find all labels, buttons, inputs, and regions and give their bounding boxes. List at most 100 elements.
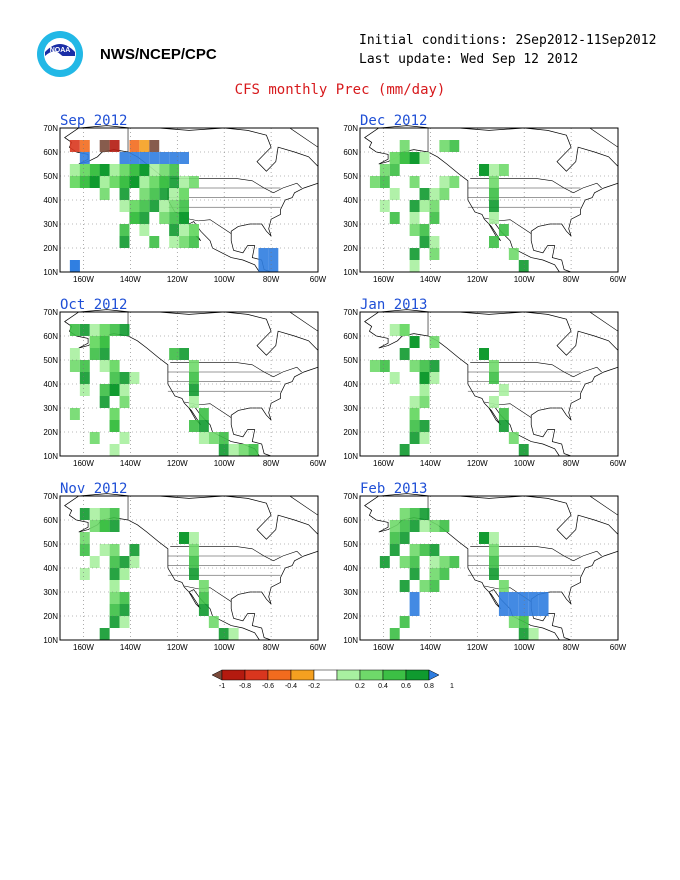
anomaly-cell (489, 188, 499, 200)
lat-tick-label: 60N (43, 332, 58, 341)
anomaly-cell (89, 164, 100, 176)
anomaly-cell (449, 556, 460, 568)
anomaly-cell (489, 544, 499, 556)
anomaly-cell (409, 152, 420, 164)
anomaly-cell (179, 188, 189, 200)
precip-map: 70N 60N 50N 40N 30N 20N 10N 160W 140W 120W 100W 80W… (343, 308, 627, 468)
lon-tick-label: 80W (563, 643, 580, 652)
anomaly-cell (409, 224, 420, 236)
lon-tick-label: 60W (610, 459, 627, 468)
anomaly-cell (429, 236, 440, 248)
anomaly-cell (179, 152, 189, 164)
anomaly-cell (89, 508, 100, 520)
map-frame (359, 127, 619, 273)
anomaly-cell (498, 408, 509, 420)
anomaly-cell (189, 420, 199, 432)
anomaly-cell (218, 628, 229, 640)
anomaly-cell (419, 544, 430, 556)
anomaly-cell (99, 188, 110, 200)
anomaly-cell (379, 200, 390, 212)
anomaly-cell (149, 200, 160, 212)
lat-tick-label: 10N (43, 452, 58, 461)
anomaly-cell (169, 200, 180, 212)
anomaly-cell (109, 520, 120, 532)
anomaly-cell (99, 396, 110, 408)
lat-tick-label: 10N (343, 452, 358, 461)
anomaly-cell (498, 604, 509, 616)
lon-tick-label: 60W (610, 275, 627, 284)
anomaly-cell (169, 348, 180, 360)
us-canada-border (170, 178, 302, 194)
lat-tick-label: 30N (43, 588, 58, 597)
lat-tick-label: 50N (43, 356, 58, 365)
legend-label: -0.6 (262, 683, 274, 690)
anomaly-cell (149, 140, 160, 152)
anomaly-cell (268, 260, 279, 272)
anomaly-cell (169, 188, 180, 200)
anomaly-cell (228, 628, 239, 640)
anomaly-cell (179, 224, 189, 236)
anomaly-cell (518, 628, 529, 640)
anomaly-cell (99, 336, 110, 348)
anomaly-cell (139, 140, 150, 152)
anomaly-cell (198, 420, 209, 432)
anomaly-cell (439, 520, 450, 532)
anomaly-cell (518, 260, 529, 272)
lon-tick-label: 160W (73, 459, 94, 468)
anomaly-cell (409, 568, 420, 580)
anomaly-cell (79, 544, 90, 556)
anomaly-cell (518, 604, 529, 616)
panel-feb-2013: Feb 2013 70N 60N 50N 40N 30N 20N 10N 160W 140W 12… (330, 481, 630, 671)
anomaly-cell (518, 444, 529, 456)
panel-title: Sep 2012 (60, 113, 128, 129)
anomaly-cell (419, 432, 430, 444)
anomaly-cell (419, 580, 430, 592)
lon-tick-label: 120W (167, 643, 188, 652)
panel-jan-2013: Jan 2013 70N 60N 50N 40N 30N 20N 10N 160W 140W 12… (330, 297, 630, 487)
legend-label: -0.4 (285, 683, 297, 690)
anomaly-cell (99, 384, 110, 396)
anomaly-cell (489, 556, 499, 568)
anomaly-cell (89, 348, 100, 360)
lon-tick-label: 120W (167, 275, 188, 284)
org-label: NWS/NCEP/CPC (100, 46, 217, 63)
lat-tick-label: 60N (343, 516, 358, 525)
anomaly-cell (179, 348, 189, 360)
anomaly-cell (139, 188, 150, 200)
anomaly-cell (389, 532, 400, 544)
anomaly-cell (389, 164, 400, 176)
anomaly-cell (489, 396, 499, 408)
anomaly-cell (99, 324, 110, 336)
anomaly-cell (189, 396, 199, 408)
anomaly-cell (409, 508, 420, 520)
anomaly-cell (99, 140, 110, 152)
lat-tick-label: 50N (343, 356, 358, 365)
anomaly-cell (409, 360, 420, 372)
map-frame (359, 311, 619, 457)
anomaly-cell (139, 176, 150, 188)
anomaly-cell (489, 372, 499, 384)
anomaly-cell (99, 348, 110, 360)
anomaly-cell (139, 152, 150, 164)
anomaly-cell (518, 592, 529, 604)
lon-tick-label: 80W (263, 275, 280, 284)
lat-tick-label: 10N (43, 268, 58, 277)
anomaly-cell (429, 188, 440, 200)
anomaly-cell (409, 248, 420, 260)
panel-nov-2012: Nov 2012 70N 60N 50N 40N 30N 20N 10N 160W 140W 12… (30, 481, 330, 671)
legend-swatch (267, 669, 292, 681)
us-canada-border (170, 362, 302, 378)
anomaly-cell (528, 592, 539, 604)
anomaly-cell (169, 224, 180, 236)
anomaly-cell (208, 432, 219, 444)
anomaly-cell (439, 140, 450, 152)
anomaly-cell (119, 568, 130, 580)
lon-tick-label: 80W (563, 275, 580, 284)
anomaly-cell (129, 176, 140, 188)
map-frame (59, 127, 319, 273)
legend-swatch (313, 669, 338, 681)
anomaly-cell (69, 360, 80, 372)
lat-tick-label: 70N (343, 308, 358, 317)
panel-title: Oct 2012 (60, 297, 128, 313)
anomaly-cell (89, 176, 100, 188)
